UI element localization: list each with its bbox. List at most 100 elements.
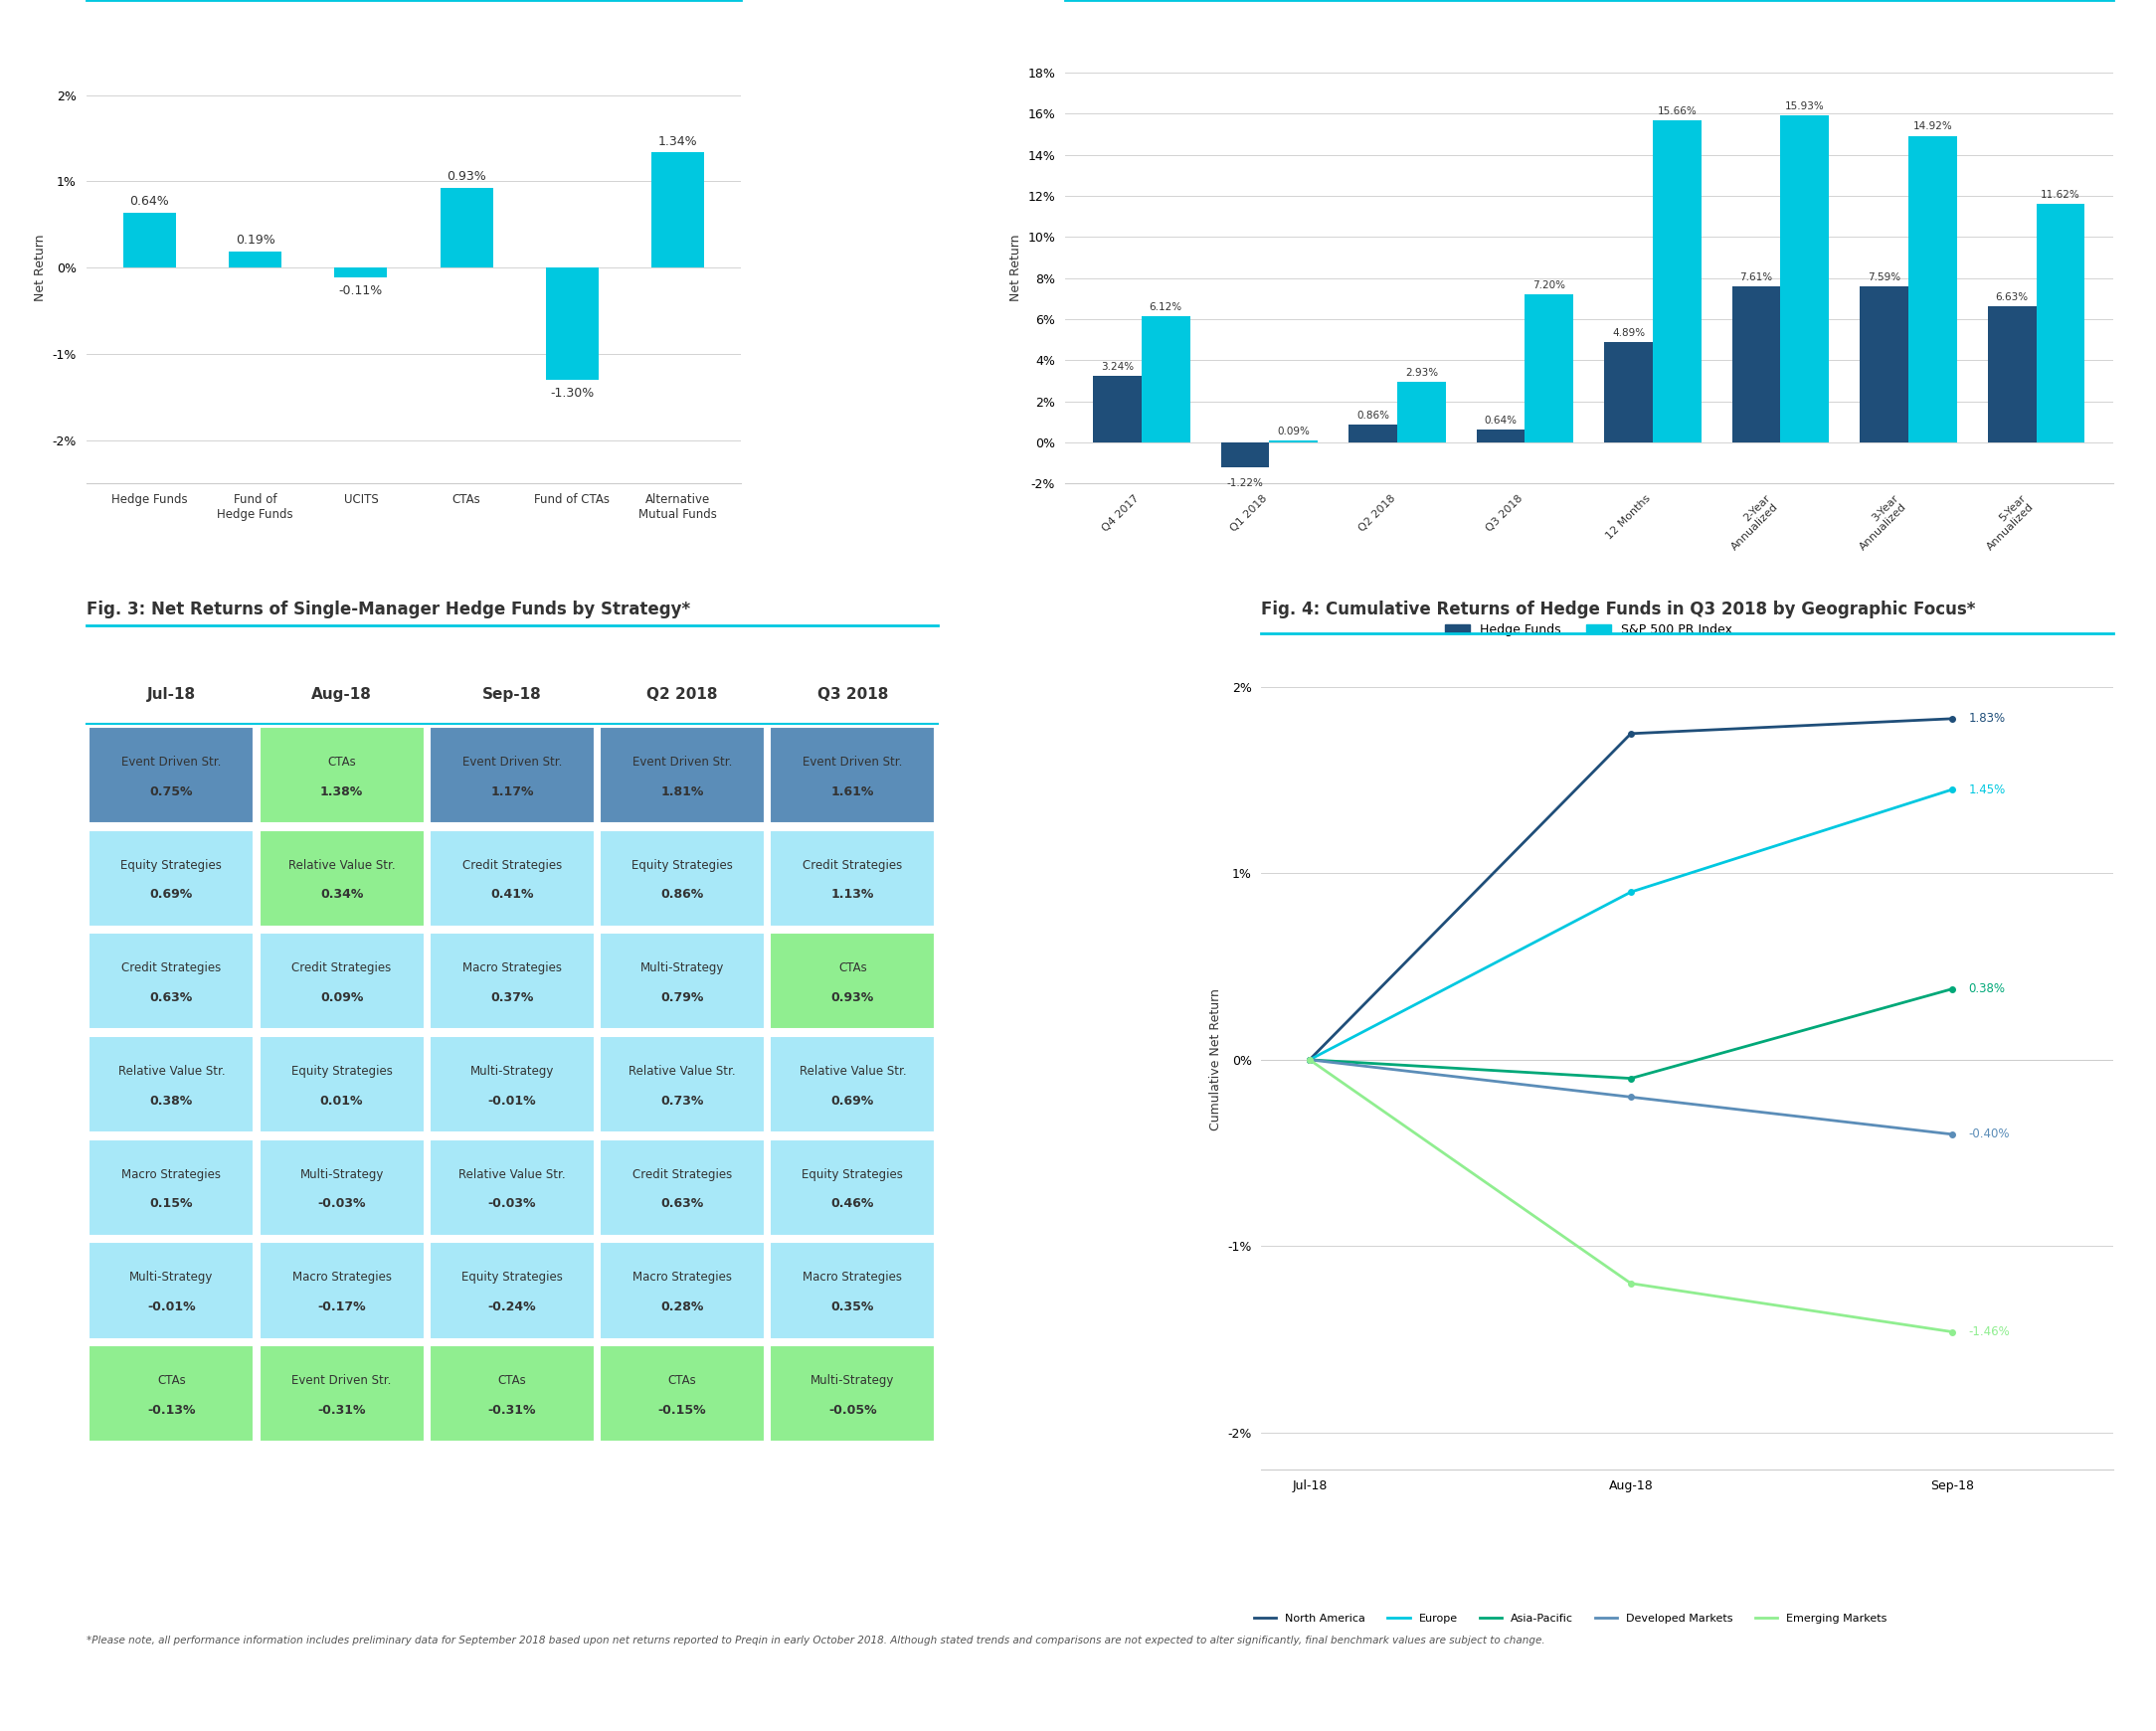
FancyBboxPatch shape (259, 829, 425, 926)
Bar (1270, 441, 1317, 443)
Text: 15.66%: 15.66% (1658, 107, 1697, 116)
Y-axis label: Cumulative Net Return: Cumulative Net Return (1210, 988, 1222, 1130)
Text: 14.92%: 14.92% (1912, 121, 1953, 132)
Text: 0.64%: 0.64% (129, 196, 170, 208)
Text: CTAs: CTAs (328, 755, 356, 769)
Text: 0.63%: 0.63% (660, 1198, 703, 1210)
Legend: North America, Europe, Asia-Pacific, Developed Markets, Emerging Markets: North America, Europe, Asia-Pacific, Dev… (1250, 1610, 1891, 1629)
FancyBboxPatch shape (770, 1345, 936, 1442)
Text: Equity Strategies: Equity Strategies (802, 1168, 903, 1181)
Text: Equity Strategies: Equity Strategies (632, 859, 733, 871)
Text: CTAs: CTAs (839, 962, 867, 975)
FancyBboxPatch shape (770, 1037, 936, 1132)
Bar (1477, 429, 1524, 443)
Y-axis label: Net Return: Net Return (34, 234, 47, 301)
Bar (545, 268, 599, 379)
Bar (334, 268, 388, 277)
Text: -0.01%: -0.01% (487, 1094, 537, 1108)
Text: Macro Strategies: Macro Strategies (291, 1271, 392, 1284)
FancyBboxPatch shape (599, 1243, 765, 1338)
FancyBboxPatch shape (88, 727, 254, 824)
Text: 0.35%: 0.35% (830, 1300, 873, 1314)
Text: 0.09%: 0.09% (1276, 426, 1311, 436)
Bar (440, 187, 494, 268)
Text: Relative Value Str.: Relative Value Str. (119, 1065, 224, 1078)
Text: 0.38%: 0.38% (1968, 983, 2005, 995)
Text: Multi-Strategy: Multi-Strategy (129, 1271, 213, 1284)
Text: CTAs: CTAs (668, 1374, 696, 1387)
Text: 0.46%: 0.46% (830, 1198, 873, 1210)
Text: 0.28%: 0.28% (660, 1300, 703, 1314)
FancyBboxPatch shape (259, 1037, 425, 1132)
Text: Macro Strategies: Macro Strategies (461, 962, 563, 975)
Text: Relative Value Str.: Relative Value Str. (800, 1065, 906, 1078)
Text: 11.62%: 11.62% (2042, 190, 2081, 199)
Bar (1908, 135, 1958, 443)
Text: 1.61%: 1.61% (830, 786, 873, 798)
Text: 0.73%: 0.73% (660, 1094, 703, 1108)
Text: 3.24%: 3.24% (1102, 362, 1134, 372)
Text: Jul-18: Jul-18 (147, 687, 196, 703)
Text: -1.22%: -1.22% (1227, 478, 1263, 488)
Bar (1988, 306, 2035, 443)
Text: 1.38%: 1.38% (321, 786, 362, 798)
Text: 1.17%: 1.17% (489, 786, 535, 798)
Text: -0.03%: -0.03% (487, 1198, 537, 1210)
FancyBboxPatch shape (770, 829, 936, 926)
Text: Relative Value Str.: Relative Value Str. (630, 1065, 735, 1078)
Text: 0.93%: 0.93% (830, 992, 873, 1004)
Text: 0.69%: 0.69% (830, 1094, 873, 1108)
Text: Event Driven Str.: Event Driven Str. (802, 755, 903, 769)
Text: -0.17%: -0.17% (317, 1300, 367, 1314)
Bar (1350, 424, 1397, 443)
Text: -0.24%: -0.24% (487, 1300, 537, 1314)
FancyBboxPatch shape (770, 1243, 936, 1338)
Text: Event Driven Str.: Event Driven Str. (121, 755, 222, 769)
FancyBboxPatch shape (599, 1139, 765, 1236)
Text: 0.86%: 0.86% (660, 888, 703, 902)
Text: Credit Strategies: Credit Strategies (632, 1168, 733, 1181)
Text: -0.40%: -0.40% (1968, 1129, 2009, 1141)
Bar (1604, 343, 1654, 443)
Text: Aug-18: Aug-18 (310, 687, 373, 703)
Text: 0.41%: 0.41% (489, 888, 535, 902)
Text: Credit Strategies: Credit Strategies (802, 859, 903, 871)
Text: 0.86%: 0.86% (1356, 410, 1388, 421)
Text: Credit Strategies: Credit Strategies (121, 962, 222, 975)
Text: -0.15%: -0.15% (658, 1404, 707, 1416)
Bar (1861, 286, 1908, 443)
FancyBboxPatch shape (429, 1037, 595, 1132)
FancyBboxPatch shape (259, 1139, 425, 1236)
FancyBboxPatch shape (599, 1345, 765, 1442)
Text: Fig. 3: Net Returns of Single-Manager Hedge Funds by Strategy*: Fig. 3: Net Returns of Single-Manager He… (86, 601, 690, 618)
FancyBboxPatch shape (88, 1139, 254, 1236)
Bar (1397, 383, 1447, 443)
Text: 1.13%: 1.13% (830, 888, 873, 902)
FancyBboxPatch shape (770, 933, 936, 1030)
FancyBboxPatch shape (259, 1243, 425, 1338)
Text: 1.83%: 1.83% (1968, 711, 2005, 725)
FancyBboxPatch shape (770, 727, 936, 824)
FancyBboxPatch shape (599, 933, 765, 1030)
Text: Sep-18: Sep-18 (483, 687, 541, 703)
Text: Multi-Strategy: Multi-Strategy (640, 962, 724, 975)
Text: Equity Strategies: Equity Strategies (461, 1271, 563, 1284)
Text: 0.93%: 0.93% (446, 170, 487, 183)
Text: Macro Strategies: Macro Strategies (121, 1168, 222, 1181)
Text: Multi-Strategy: Multi-Strategy (811, 1374, 895, 1387)
Bar (651, 152, 705, 268)
Bar (229, 251, 282, 268)
Bar (1524, 294, 1574, 443)
Text: CTAs: CTAs (157, 1374, 185, 1387)
Text: *Please note, all performance information includes preliminary data for Septembe: *Please note, all performance informatio… (86, 1636, 1544, 1646)
Text: Event Driven Str.: Event Driven Str. (632, 755, 733, 769)
Text: Event Driven Str.: Event Driven Str. (291, 1374, 392, 1387)
FancyBboxPatch shape (599, 829, 765, 926)
FancyBboxPatch shape (429, 727, 595, 824)
Text: -0.31%: -0.31% (317, 1404, 367, 1416)
Text: 0.63%: 0.63% (151, 992, 192, 1004)
Bar (1220, 443, 1270, 467)
Text: 0.34%: 0.34% (319, 888, 362, 902)
Bar (123, 213, 177, 268)
FancyBboxPatch shape (88, 1037, 254, 1132)
